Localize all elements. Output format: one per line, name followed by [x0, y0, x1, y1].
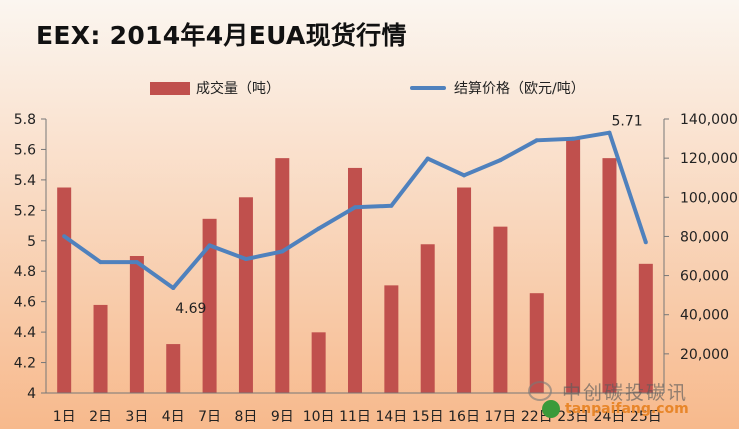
y-left-tick-label: 5.2	[14, 203, 36, 219]
legend-volume-label: 成交量（吨）	[196, 81, 280, 97]
volume-bar	[529, 293, 544, 393]
site-logo-icon	[542, 400, 560, 418]
x-tick-label: 2日	[89, 409, 112, 425]
price-data-label: 4.69	[175, 301, 206, 317]
volume-bar	[311, 332, 326, 393]
x-tick-label: 23日	[557, 409, 589, 425]
x-tick-label: 15日	[412, 409, 444, 425]
volume-bar	[57, 187, 72, 393]
price-point	[62, 234, 67, 239]
price-point	[643, 240, 648, 245]
wechat-icon	[528, 381, 552, 401]
y-right-tick-label: 100,000	[680, 190, 738, 206]
price-point	[353, 205, 357, 210]
volume-bar	[493, 226, 508, 393]
y-left-tick-label: 5.4	[14, 173, 36, 189]
y-right-tick-label: 120,000	[680, 151, 738, 167]
y-left-tick-label: 5.6	[14, 142, 36, 158]
volume-bar	[457, 187, 472, 393]
y-left-tick-label: 4	[27, 386, 36, 402]
x-tick-label: 8日	[234, 409, 257, 425]
chart-title: EEX: 2014年4月EUA现货行情	[36, 21, 407, 50]
x-tick-label: 4日	[162, 409, 185, 425]
price-point	[425, 156, 430, 161]
y-left-tick-label: 4.2	[14, 356, 36, 372]
y-right-tick-label: 40,000	[680, 308, 729, 324]
price-point	[498, 158, 503, 163]
legend-item-volume: 成交量（吨）	[150, 78, 280, 98]
volume-bar	[166, 344, 181, 393]
volume-bar	[238, 197, 253, 393]
price-point	[571, 136, 576, 141]
site-badge: tanpaifang.com	[542, 400, 689, 418]
price-point	[243, 257, 248, 262]
volume-bar	[638, 263, 653, 393]
y-right-tick-label: 20,000	[680, 347, 729, 363]
volume-bar	[202, 218, 217, 393]
site-url: tanpaifang.com	[565, 401, 689, 417]
price-point	[134, 260, 139, 265]
legend-bar-swatch	[150, 81, 190, 95]
volume-bar	[275, 158, 290, 393]
watermark: 中创碳投碳讯	[528, 378, 688, 405]
x-tick-label: 16日	[448, 409, 480, 425]
y-left-tick-label: 4.4	[14, 325, 36, 341]
price-point	[316, 226, 321, 231]
y-left-tick-label: 5	[27, 234, 36, 250]
price-point	[534, 138, 539, 143]
x-tick-label: 24日	[594, 409, 626, 425]
x-tick-label: 1日	[53, 409, 76, 425]
volume-bar	[566, 138, 581, 393]
volume-bar	[420, 244, 435, 393]
legend-item-price: 结算价格（欧元/吨）	[410, 78, 585, 98]
watermark-text: 中创碳投碳讯	[562, 382, 689, 404]
x-tick-label: 17日	[484, 409, 516, 425]
y-right-tick-label: 80,000	[680, 229, 729, 245]
x-tick-label: 11日	[339, 409, 371, 425]
y-left-tick-label: 5.8	[14, 112, 36, 128]
legend-price-label: 结算价格（欧元/吨）	[454, 81, 585, 97]
x-tick-label: 10日	[303, 409, 335, 425]
volume-bar	[93, 304, 108, 393]
legend-line-swatch	[410, 86, 446, 90]
price-point	[98, 260, 103, 265]
volume-bar	[602, 158, 617, 393]
price-point	[280, 249, 285, 254]
volume-bar	[384, 285, 399, 393]
y-left-tick-label: 4.6	[14, 295, 36, 311]
price-point	[462, 173, 467, 178]
x-tick-label: 25日	[630, 409, 662, 425]
x-tick-label: 7日	[198, 409, 221, 425]
price-point	[171, 285, 176, 290]
y-left-tick-label: 4.8	[14, 264, 36, 280]
y-right-tick-label: 140,000	[680, 112, 738, 128]
volume-bar	[348, 167, 362, 393]
x-tick-label: 3日	[125, 409, 148, 425]
price-point	[207, 243, 212, 248]
price-point	[607, 130, 612, 135]
x-tick-label: 9日	[271, 409, 294, 425]
y-right-tick-label: 60,000	[680, 269, 729, 285]
x-tick-label: 14日	[375, 409, 407, 425]
price-data-label: 5.71	[611, 114, 642, 130]
price-point	[389, 203, 394, 208]
volume-bar	[129, 256, 144, 393]
